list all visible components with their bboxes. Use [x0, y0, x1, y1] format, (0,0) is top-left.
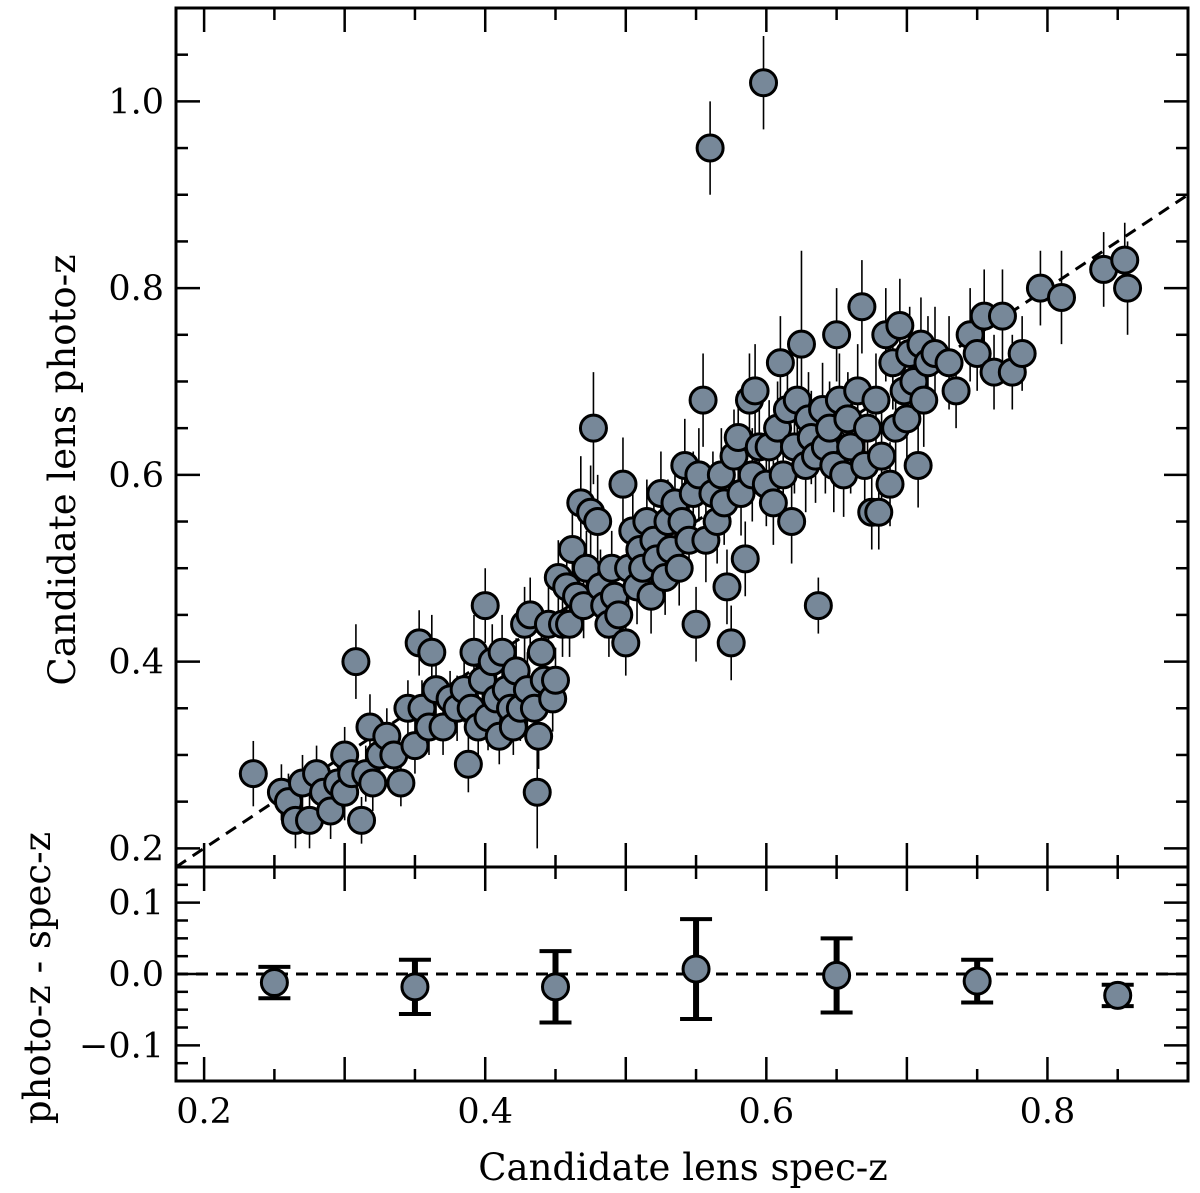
x-tick-label: 0.2 [176, 1092, 232, 1132]
data-point [664, 553, 694, 583]
data-point [861, 385, 891, 415]
data-point [238, 759, 268, 789]
data-point [417, 637, 447, 667]
y-tick-label: 0.4 [108, 643, 164, 683]
data-point [1047, 282, 1076, 312]
data-point [803, 591, 833, 621]
x-axis-label: Candidate lens spec-z [478, 1146, 888, 1189]
data-point [453, 749, 483, 779]
data-point [962, 966, 992, 996]
data-point [758, 488, 788, 518]
data-point [822, 320, 852, 350]
data-point [864, 497, 894, 527]
main-y-axis-label: Candidate lens photo-z [41, 254, 84, 685]
data-point [1103, 980, 1133, 1010]
data-point [892, 404, 922, 434]
data-point [749, 68, 779, 98]
data-point [867, 441, 897, 471]
main-scatter-panel: 0.2 0.4 0.6 0.8 1.0 [108, 6, 1190, 869]
y-tick-label: 0.6 [108, 456, 164, 496]
data-point [341, 647, 371, 677]
data-point [611, 628, 641, 658]
residual-panel: 0.2 0.4 0.6 0.8 0.1 0.0 −0.1 [79, 865, 1190, 1132]
x-tick-label: 0.4 [457, 1092, 513, 1132]
data-point [716, 628, 746, 658]
data-point [522, 777, 552, 807]
data-point [847, 292, 877, 322]
data-point [740, 376, 770, 406]
data-point [765, 348, 795, 378]
y-tick-label: 0.2 [108, 829, 164, 869]
data-point [259, 968, 289, 998]
data-point [470, 591, 500, 621]
data-point [822, 960, 852, 990]
data-point [358, 768, 388, 798]
data-point [541, 972, 570, 1002]
data-point [885, 310, 915, 340]
data-point [583, 507, 613, 537]
data-point [347, 805, 377, 835]
data-point [681, 954, 711, 984]
data-point [688, 385, 718, 415]
y-tick-label: 0.0 [108, 955, 164, 995]
data-point [962, 338, 992, 368]
data-point [400, 972, 430, 1002]
data-point [1113, 273, 1143, 303]
data-point [875, 469, 905, 499]
data-point [1007, 338, 1037, 368]
y-tick-label: 1.0 [108, 82, 164, 122]
x-tick-label: 0.6 [738, 1092, 794, 1132]
data-point [608, 469, 638, 499]
data-point [903, 451, 933, 481]
data-point [526, 637, 556, 667]
data-point [941, 376, 971, 406]
data-point [786, 329, 816, 359]
residual-y-axis-label: photo-z - spec-z [16, 832, 59, 1124]
x-tick-label: 0.8 [1020, 1092, 1076, 1132]
data-point [386, 768, 416, 798]
data-point [934, 348, 964, 378]
data-point [695, 133, 725, 163]
data-point [909, 385, 939, 415]
data-point [681, 609, 711, 639]
data-point [604, 600, 634, 630]
data-point [541, 665, 570, 695]
data-point [987, 301, 1017, 331]
data-point [853, 413, 883, 443]
data-point [777, 507, 807, 537]
y-tick-label: −0.1 [79, 1026, 164, 1066]
axes-frame [174, 6, 1190, 869]
y-tick-label: 0.8 [108, 269, 164, 309]
data-point [730, 544, 760, 574]
y-tick-label: 0.1 [108, 884, 164, 924]
data-point [712, 572, 742, 602]
data-point [1110, 245, 1140, 275]
data-point [524, 721, 554, 751]
data-point [578, 413, 608, 443]
